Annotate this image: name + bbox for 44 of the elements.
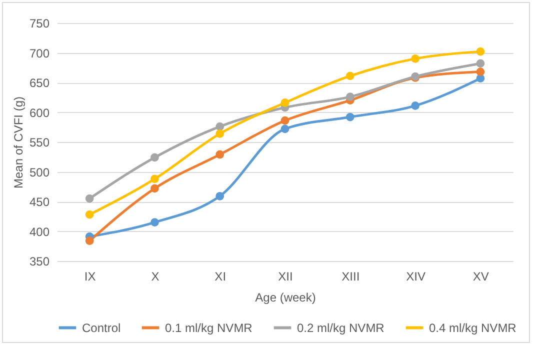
x-axis-title: Age (week) — [255, 290, 316, 304]
point — [280, 116, 290, 125]
point — [280, 98, 290, 107]
point — [150, 174, 159, 184]
point — [150, 184, 159, 193]
y-tick-label: 450 — [29, 195, 50, 209]
y-tick-label: 700 — [29, 46, 50, 60]
point — [216, 129, 224, 138]
point — [280, 124, 290, 134]
point — [150, 218, 159, 226]
x-tick-label: XIV — [406, 270, 426, 284]
x-tick-label: XIII — [342, 270, 360, 284]
x-tick-label: XV — [472, 270, 489, 284]
y-axis-title: Mean of CVFI (g) — [11, 96, 26, 189]
point — [216, 192, 224, 200]
legend-label: Control — [82, 320, 121, 335]
point — [476, 47, 485, 56]
point — [346, 112, 354, 122]
y-tick-label: 400 — [29, 224, 50, 239]
y-tick-label: 600 — [29, 106, 50, 120]
y-tick-label: 350 — [29, 254, 50, 268]
legend-label: 0.1 ml/kg NVMR — [165, 320, 253, 335]
point — [346, 72, 354, 80]
point — [85, 210, 94, 219]
point — [346, 92, 354, 101]
point — [476, 68, 485, 76]
point — [85, 194, 94, 203]
point — [150, 153, 159, 162]
point — [411, 102, 420, 110]
point — [411, 54, 420, 63]
x-tick-label: XII — [278, 270, 293, 284]
y-tick-label: 650 — [29, 76, 50, 90]
x-tick-label: X — [151, 270, 160, 284]
point — [476, 59, 485, 68]
y-tick-label: 750 — [29, 16, 50, 30]
point — [216, 122, 224, 131]
point — [85, 236, 94, 245]
legend-label: 0.4 ml/kg NVMR — [429, 320, 517, 335]
y-tick-label: 500 — [29, 165, 50, 180]
x-tick-label: XI — [214, 270, 226, 284]
x-tick-label: IX — [84, 270, 96, 284]
legend-label: 0.2 ml/kg NVMR — [297, 320, 385, 335]
y-tick-label: 550 — [29, 136, 50, 150]
point — [216, 150, 224, 159]
